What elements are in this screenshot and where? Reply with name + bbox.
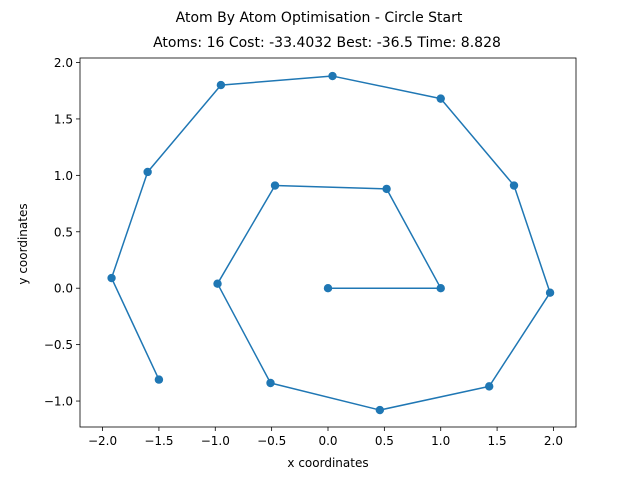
y-axis-ticks: −1.0 −0.5 0.0 0.5 1.0 1.5 2.0: [44, 56, 80, 409]
data-point: [323, 284, 333, 293]
y-tick-label: 1.0: [54, 169, 73, 183]
chart-subtitle: Atoms: 16 Cost: -33.4032 Best: -36.5 Tim…: [153, 35, 501, 51]
x-tick-label: 0.5: [375, 434, 394, 448]
data-point: [328, 71, 337, 81]
x-tick-label: 1.0: [431, 434, 450, 448]
data-point: [266, 378, 275, 388]
series-layer: [107, 71, 555, 415]
data-point: [154, 375, 164, 384]
x-axis-label: x coordinates: [287, 456, 368, 470]
x-tick-label: −1.5: [144, 434, 173, 448]
series-line: [110, 75, 551, 411]
data-point: [213, 279, 222, 288]
x-tick-label: −1.0: [201, 434, 230, 448]
x-tick-label: 1.5: [488, 434, 507, 448]
y-axis-label: y coordinates: [16, 203, 30, 284]
x-axis-ticks: −2.0 −1.5 −1.0 −0.5 0.0 0.5 1.0 1.5 2.0: [88, 427, 563, 448]
data-point: [375, 405, 385, 415]
x-tick-label: 2.0: [544, 434, 563, 448]
data-point: [509, 181, 519, 190]
data-point: [382, 184, 391, 194]
data-point: [436, 284, 445, 293]
y-tick-label: −0.5: [44, 338, 73, 352]
data-point: [143, 167, 152, 177]
data-point: [216, 80, 226, 90]
data-point: [545, 288, 555, 297]
data-point: [107, 273, 116, 283]
y-tick-label: 0.5: [54, 225, 73, 239]
y-tick-label: 1.5: [54, 112, 73, 126]
data-point: [270, 181, 280, 190]
data-point: [485, 382, 494, 391]
data-point: [436, 94, 445, 103]
chart-title: Atom By Atom Optimisation - Circle Start: [176, 10, 463, 26]
x-tick-label: −2.0: [88, 434, 117, 448]
x-tick-label: 0.0: [318, 434, 337, 448]
plot-area: −2.0 −1.5 −1.0 −0.5 0.0 0.5 1.0 1.5 2.0 −1.0 −0.5…: [44, 56, 577, 448]
y-tick-label: 0.0: [54, 282, 73, 296]
y-tick-label: −1.0: [44, 395, 73, 409]
y-tick-label: 2.0: [54, 56, 73, 70]
x-tick-label: −0.5: [257, 434, 286, 448]
